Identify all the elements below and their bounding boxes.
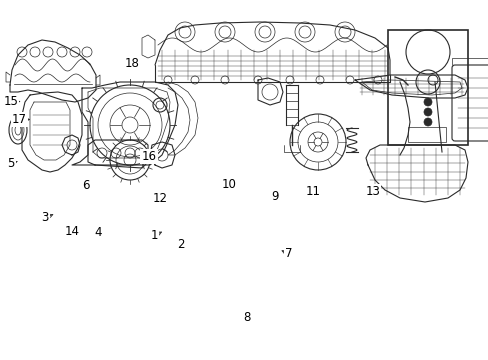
Text: 3: 3: [41, 211, 49, 224]
Text: 10: 10: [221, 178, 236, 191]
Text: 2: 2: [177, 238, 184, 251]
Text: 5: 5: [7, 157, 15, 170]
Text: 17: 17: [12, 113, 27, 126]
Circle shape: [423, 118, 431, 126]
Circle shape: [423, 108, 431, 116]
Circle shape: [423, 98, 431, 106]
Text: 9: 9: [270, 190, 278, 203]
Text: 13: 13: [365, 185, 379, 198]
Bar: [387, 30, 467, 145]
Text: 7: 7: [284, 247, 292, 260]
Bar: [407, 127, 445, 142]
Text: 14: 14: [65, 225, 80, 238]
Text: 11: 11: [305, 185, 320, 198]
Text: 4: 4: [94, 226, 102, 239]
Text: 18: 18: [124, 57, 139, 69]
Text: 16: 16: [142, 150, 156, 163]
Text: 12: 12: [153, 192, 167, 205]
Text: 6: 6: [81, 179, 89, 192]
Text: 1: 1: [150, 229, 158, 242]
Text: 8: 8: [243, 311, 250, 324]
Text: 15: 15: [3, 95, 18, 108]
